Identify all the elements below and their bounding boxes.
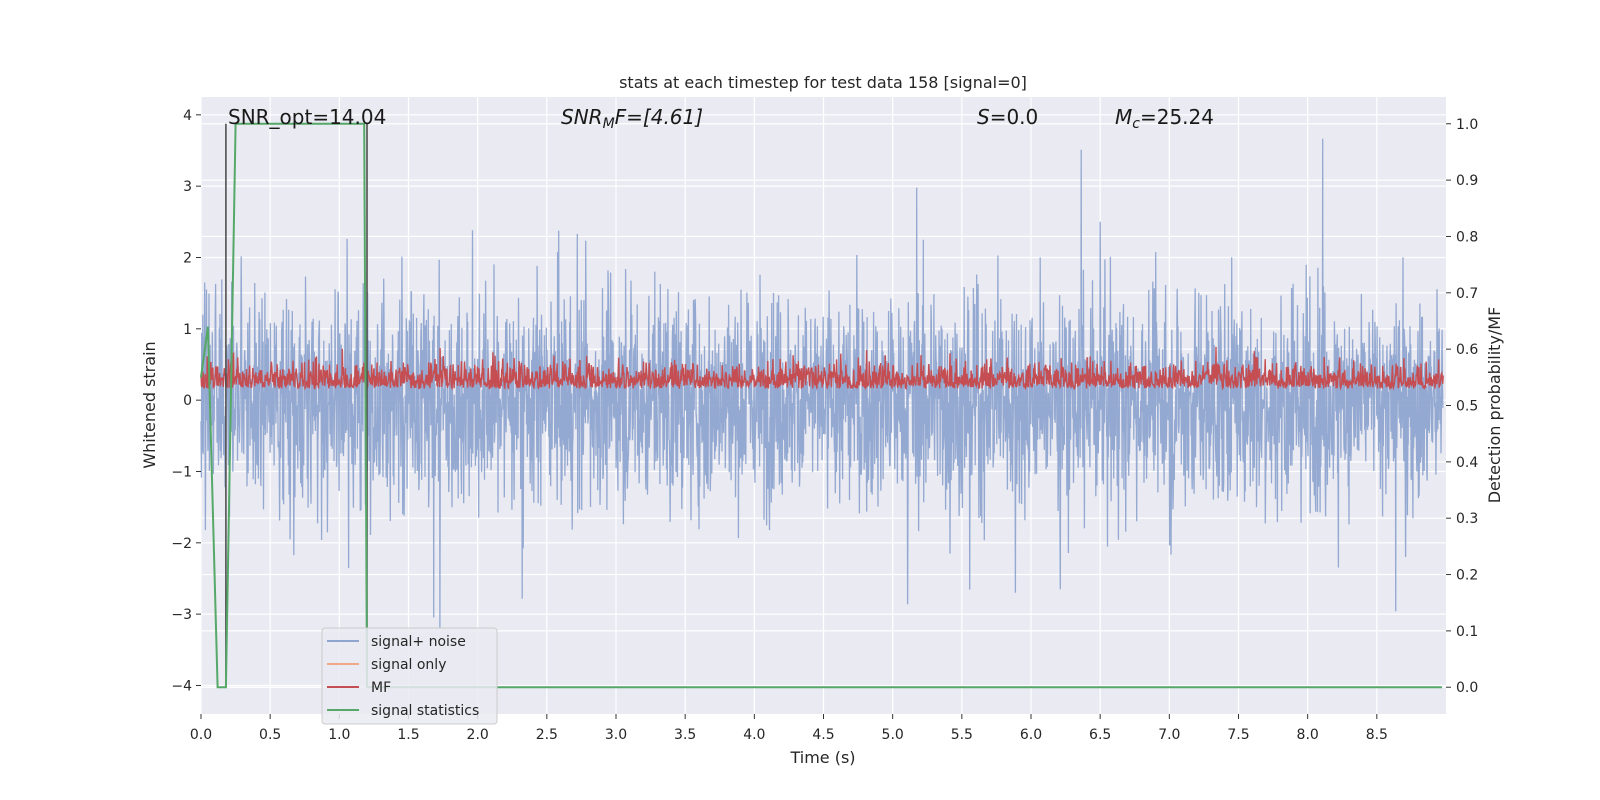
y-tick-label: 3	[183, 179, 192, 195]
y-right-tick-label: 0.7	[1456, 286, 1478, 302]
x-tick-label: 4.0	[743, 727, 765, 743]
x-tick-label: 8.0	[1297, 727, 1319, 743]
mf-line	[200, 346, 1444, 391]
chart-title: stats at each timestep for test data 158…	[619, 73, 1027, 92]
y-tick-label: 2	[183, 250, 192, 266]
y-tick-label: 1	[183, 322, 192, 338]
mf-series	[200, 346, 1444, 391]
y-tick-label: −2	[171, 536, 192, 552]
y-right-tick-label: 0.1	[1456, 624, 1478, 640]
y-right-tick-label: 0.9	[1456, 173, 1478, 189]
snr-mf-annotation: SNRMF=[4.61]	[561, 105, 703, 132]
y-axis-right-label: Detection probability/MF	[1485, 307, 1504, 504]
y-tick-label: −4	[171, 678, 192, 694]
y-tick-label: 4	[183, 108, 192, 124]
mc-subscript: c	[1132, 116, 1140, 132]
x-tick-label: 0.0	[190, 727, 212, 743]
mc-value: =25.24	[1140, 105, 1214, 129]
x-tick-label: 7.5	[1227, 727, 1249, 743]
x-tick-label: 6.0	[1020, 727, 1042, 743]
y-right-tick-label: 0.8	[1456, 229, 1478, 245]
x-tick-label: 0.5	[259, 727, 281, 743]
x-tick-label: 3.5	[674, 727, 696, 743]
x-tick-label: 7.0	[1158, 727, 1180, 743]
x-tick-label: 4.5	[812, 727, 834, 743]
x-tick-label: 2.0	[467, 727, 489, 743]
s-symbol: S	[977, 105, 990, 129]
x-tick-label: 1.0	[328, 727, 350, 743]
y-right-tick-label: 1.0	[1456, 117, 1478, 133]
x-axis-label: Time (s)	[789, 748, 855, 767]
y-tick-label: −3	[171, 607, 192, 623]
y-axis-label: Whitened strain	[140, 341, 159, 468]
snr-mf-subscript: M	[603, 116, 615, 132]
y-right-tick-label: 0.0	[1456, 680, 1478, 696]
y-right-tick-label: 0.4	[1456, 455, 1478, 471]
x-tick-label: 1.5	[397, 727, 419, 743]
legend-label-signal-only: signal only	[371, 657, 446, 673]
legend-label-signal-statistics: signal statistics	[371, 703, 479, 719]
mc-symbol: M	[1115, 105, 1132, 129]
snr-mf-symbol: SNR	[561, 105, 603, 129]
snr-mf-value: F=[4.61]	[615, 105, 703, 129]
signal-noise-series	[200, 138, 1444, 629]
legend-label-mf: MF	[371, 680, 391, 696]
y-tick-label: 0	[183, 393, 192, 409]
legend-box	[321, 627, 498, 725]
x-tick-label: 5.0	[882, 727, 904, 743]
s-value: =0.0	[990, 105, 1039, 129]
legend: signal+ noise signal only MF signal stat…	[321, 627, 498, 725]
signal-noise-line	[200, 138, 1444, 629]
y-right-tick-label: 0.3	[1456, 511, 1478, 527]
x-tick-label: 2.5	[536, 727, 558, 743]
x-tick-label: 6.5	[1089, 727, 1111, 743]
ticks: 0.0 0.5 1.0 1.5 2.0 2.5 3.0 3.5 4.0 4.5 5.0 5.5 6.0 6…	[171, 108, 1478, 743]
snr-opt-annotation: SNR_opt=14.04	[228, 105, 386, 129]
mc-annotation: Mc=25.24	[1115, 105, 1214, 132]
y-tick-label: −1	[171, 464, 192, 480]
y-right-tick-label: 0.2	[1456, 568, 1478, 584]
y-right-tick-label: 0.6	[1456, 342, 1478, 358]
x-tick-label: 3.0	[605, 727, 627, 743]
legend-label-signal-noise: signal+ noise	[371, 634, 466, 650]
s-annotation: S=0.0	[977, 105, 1038, 129]
x-tick-label: 8.5	[1366, 727, 1388, 743]
y-right-tick-label: 0.5	[1456, 399, 1478, 415]
x-tick-label: 5.5	[951, 727, 973, 743]
